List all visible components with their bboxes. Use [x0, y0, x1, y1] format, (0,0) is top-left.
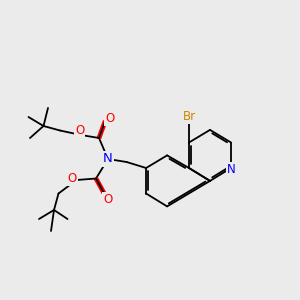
Text: Br: Br [182, 110, 196, 123]
Text: O: O [75, 124, 84, 137]
Text: O: O [105, 112, 114, 125]
Text: O: O [68, 172, 76, 185]
Text: N: N [103, 152, 113, 166]
Text: N: N [227, 163, 236, 176]
Text: O: O [103, 193, 112, 206]
